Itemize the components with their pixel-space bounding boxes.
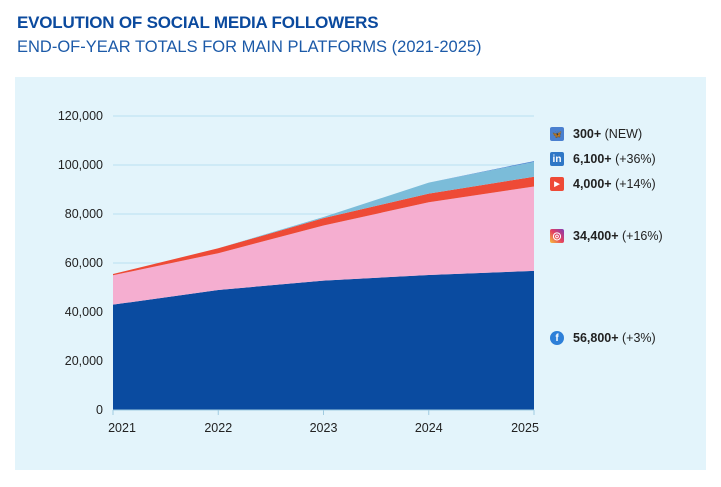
area-facebook — [113, 270, 534, 410]
legend-item-facebook: f 56,800+ (+3%) — [550, 331, 656, 345]
y-tick-label: 80,000 — [65, 207, 103, 221]
legend-value: 4,000+ — [573, 177, 612, 191]
x-tick-label: 2024 — [415, 421, 443, 435]
legend-change: (+3%) — [618, 331, 656, 345]
area-linkedin — [113, 161, 534, 275]
legend-label: 34,400+ (+16%) — [573, 229, 663, 243]
legend-change: (+16%) — [618, 229, 663, 243]
y-tick-label: 20,000 — [65, 354, 103, 368]
legend-value: 34,400+ — [573, 229, 619, 243]
x-tick-label: 2022 — [204, 421, 232, 435]
area-youtube — [113, 176, 534, 276]
y-tick-label: 40,000 — [65, 305, 103, 319]
youtube-icon: ▶ — [550, 177, 564, 191]
legend-label: 6,100+ (+36%) — [573, 152, 656, 166]
legend-change: (+14%) — [611, 177, 656, 191]
x-tick-label: 2023 — [310, 421, 338, 435]
legend-label: 56,800+ (+3%) — [573, 331, 656, 345]
legend-value: 6,100+ — [573, 152, 612, 166]
bluesky-icon: 🦋 — [550, 127, 564, 141]
y-tick-label: 120,000 — [58, 109, 103, 123]
x-tick-label: 2025 — [511, 421, 539, 435]
legend-value: 56,800+ — [573, 331, 619, 345]
y-tick-label: 0 — [96, 403, 103, 417]
chart-subtitle: END-OF-YEAR TOTALS FOR MAIN PLATFORMS (2… — [17, 38, 482, 56]
legend-value: 300+ — [573, 127, 602, 141]
chart-title: EVOLUTION OF SOCIAL MEDIA FOLLOWERS — [17, 13, 379, 32]
legend-item-instagram: ◎ 34,400+ (+16%) — [550, 229, 663, 243]
legend-item-linkedin: in 6,100+ (+36%) — [550, 152, 656, 166]
legend-label: 4,000+ (+14%) — [573, 177, 656, 191]
legend-change: (+36%) — [611, 152, 656, 166]
x-tick-label: 2021 — [108, 421, 136, 435]
legend-item-youtube: ▶ 4,000+ (+14%) — [550, 177, 656, 191]
instagram-icon: ◎ — [550, 229, 564, 243]
legend-change: (NEW) — [601, 127, 643, 141]
y-tick-label: 60,000 — [65, 256, 103, 270]
legend-item-bluesky: 🦋 300+ (NEW) — [550, 127, 642, 141]
linkedin-icon: in — [550, 152, 564, 166]
area-instagram — [113, 186, 534, 305]
y-tick-label: 100,000 — [58, 158, 103, 172]
legend-label: 300+ (NEW) — [573, 127, 642, 141]
facebook-icon: f — [550, 331, 564, 345]
